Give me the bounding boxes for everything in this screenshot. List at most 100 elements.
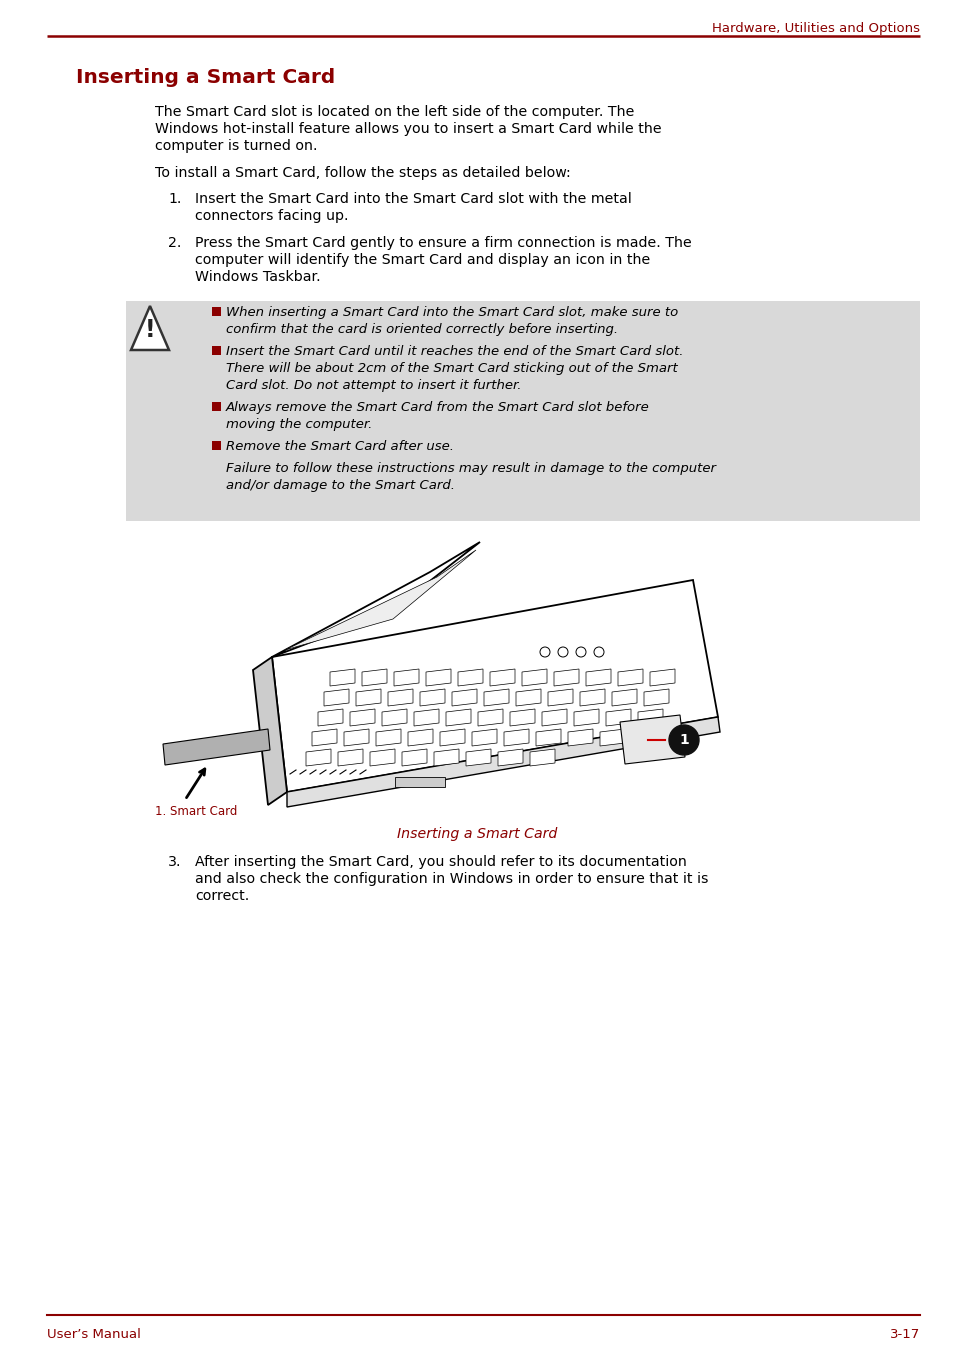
Text: and also check the configuration in Windows in order to ensure that it is: and also check the configuration in Wind…	[194, 872, 708, 886]
Polygon shape	[355, 690, 380, 706]
Circle shape	[668, 725, 699, 754]
FancyBboxPatch shape	[212, 441, 221, 450]
FancyBboxPatch shape	[212, 307, 221, 316]
Text: Insert the Smart Card into the Smart Card slot with the metal: Insert the Smart Card into the Smart Car…	[194, 192, 631, 206]
Polygon shape	[344, 729, 369, 746]
Polygon shape	[350, 708, 375, 726]
Polygon shape	[253, 657, 287, 804]
Polygon shape	[521, 669, 546, 685]
FancyBboxPatch shape	[126, 301, 919, 521]
Text: correct.: correct.	[194, 890, 249, 903]
Polygon shape	[619, 715, 684, 764]
Text: and/or damage to the Smart Card.: and/or damage to the Smart Card.	[226, 479, 455, 492]
Polygon shape	[361, 669, 387, 685]
Text: Inserting a Smart Card: Inserting a Smart Card	[76, 68, 335, 87]
Text: To install a Smart Card, follow the steps as detailed below:: To install a Smart Card, follow the step…	[154, 166, 570, 180]
Polygon shape	[287, 717, 720, 807]
Polygon shape	[605, 708, 630, 726]
FancyBboxPatch shape	[212, 346, 221, 356]
Text: Insert the Smart Card until it reaches the end of the Smart Card slot.: Insert the Smart Card until it reaches t…	[226, 345, 682, 358]
Circle shape	[576, 648, 585, 657]
Polygon shape	[477, 708, 502, 726]
Polygon shape	[272, 580, 718, 792]
Text: There will be about 2cm of the Smart Card sticking out of the Smart: There will be about 2cm of the Smart Car…	[226, 362, 677, 375]
Polygon shape	[457, 669, 482, 685]
Polygon shape	[337, 749, 363, 767]
Text: User’s Manual: User’s Manual	[47, 1328, 141, 1341]
Polygon shape	[541, 708, 566, 726]
Text: Inserting a Smart Card: Inserting a Smart Card	[396, 827, 557, 841]
Text: 1. Smart Card: 1. Smart Card	[154, 804, 237, 818]
Text: 2.: 2.	[168, 237, 181, 250]
Polygon shape	[434, 749, 458, 767]
Polygon shape	[388, 690, 413, 706]
Polygon shape	[446, 708, 471, 726]
Text: confirm that the card is oriented correctly before inserting.: confirm that the card is oriented correc…	[226, 323, 618, 337]
Text: When inserting a Smart Card into the Smart Card slot, make sure to: When inserting a Smart Card into the Sma…	[226, 306, 678, 319]
Polygon shape	[643, 690, 668, 706]
Polygon shape	[510, 708, 535, 726]
Polygon shape	[530, 749, 555, 767]
Polygon shape	[375, 729, 400, 746]
Polygon shape	[419, 690, 444, 706]
Polygon shape	[490, 669, 515, 685]
Text: Hardware, Utilities and Options: Hardware, Utilities and Options	[711, 22, 919, 35]
Polygon shape	[272, 542, 479, 657]
Polygon shape	[547, 690, 573, 706]
FancyBboxPatch shape	[212, 402, 221, 411]
Polygon shape	[426, 669, 451, 685]
Text: The Smart Card slot is located on the left side of the computer. The: The Smart Card slot is located on the le…	[154, 105, 634, 119]
Text: 3.: 3.	[168, 854, 181, 869]
Circle shape	[539, 648, 550, 657]
Polygon shape	[638, 708, 662, 726]
Polygon shape	[472, 729, 497, 746]
Text: 3-17: 3-17	[889, 1328, 919, 1341]
Text: computer will identify the Smart Card and display an icon in the: computer will identify the Smart Card an…	[194, 253, 650, 266]
Polygon shape	[317, 708, 343, 726]
Text: connectors facing up.: connectors facing up.	[194, 210, 348, 223]
Polygon shape	[414, 708, 438, 726]
Polygon shape	[574, 708, 598, 726]
Polygon shape	[401, 749, 427, 767]
Polygon shape	[324, 690, 349, 706]
Polygon shape	[370, 749, 395, 767]
Text: Windows hot-install feature allows you to insert a Smart Card while the: Windows hot-install feature allows you t…	[154, 122, 661, 137]
Text: After inserting the Smart Card, you should refer to its documentation: After inserting the Smart Card, you shou…	[194, 854, 686, 869]
Polygon shape	[483, 690, 509, 706]
Polygon shape	[330, 669, 355, 685]
Polygon shape	[612, 690, 637, 706]
Polygon shape	[599, 729, 624, 746]
Polygon shape	[381, 708, 407, 726]
Polygon shape	[465, 749, 491, 767]
Text: !: !	[145, 318, 155, 342]
Polygon shape	[306, 749, 331, 767]
Polygon shape	[579, 690, 604, 706]
Text: Always remove the Smart Card from the Smart Card slot before: Always remove the Smart Card from the Sm…	[226, 402, 649, 414]
Text: 1: 1	[679, 733, 688, 748]
Polygon shape	[536, 729, 560, 746]
Polygon shape	[312, 729, 336, 746]
Text: computer is turned on.: computer is turned on.	[154, 139, 317, 153]
Polygon shape	[631, 729, 657, 746]
Polygon shape	[503, 729, 529, 746]
Polygon shape	[618, 669, 642, 685]
Polygon shape	[285, 550, 476, 650]
Polygon shape	[649, 669, 675, 685]
Text: Failure to follow these instructions may result in damage to the computer: Failure to follow these instructions may…	[226, 462, 716, 475]
Text: Press the Smart Card gently to ensure a firm connection is made. The: Press the Smart Card gently to ensure a …	[194, 237, 691, 250]
Polygon shape	[497, 749, 522, 767]
Polygon shape	[394, 669, 418, 685]
Text: Windows Taskbar.: Windows Taskbar.	[194, 270, 320, 284]
Polygon shape	[163, 729, 270, 765]
Text: 1.: 1.	[168, 192, 181, 206]
Polygon shape	[439, 729, 464, 746]
Polygon shape	[585, 669, 610, 685]
Polygon shape	[554, 669, 578, 685]
Polygon shape	[567, 729, 593, 746]
Text: moving the computer.: moving the computer.	[226, 418, 372, 431]
Circle shape	[558, 648, 567, 657]
Polygon shape	[452, 690, 476, 706]
Text: Remove the Smart Card after use.: Remove the Smart Card after use.	[226, 439, 454, 453]
Polygon shape	[516, 690, 540, 706]
Circle shape	[594, 648, 603, 657]
